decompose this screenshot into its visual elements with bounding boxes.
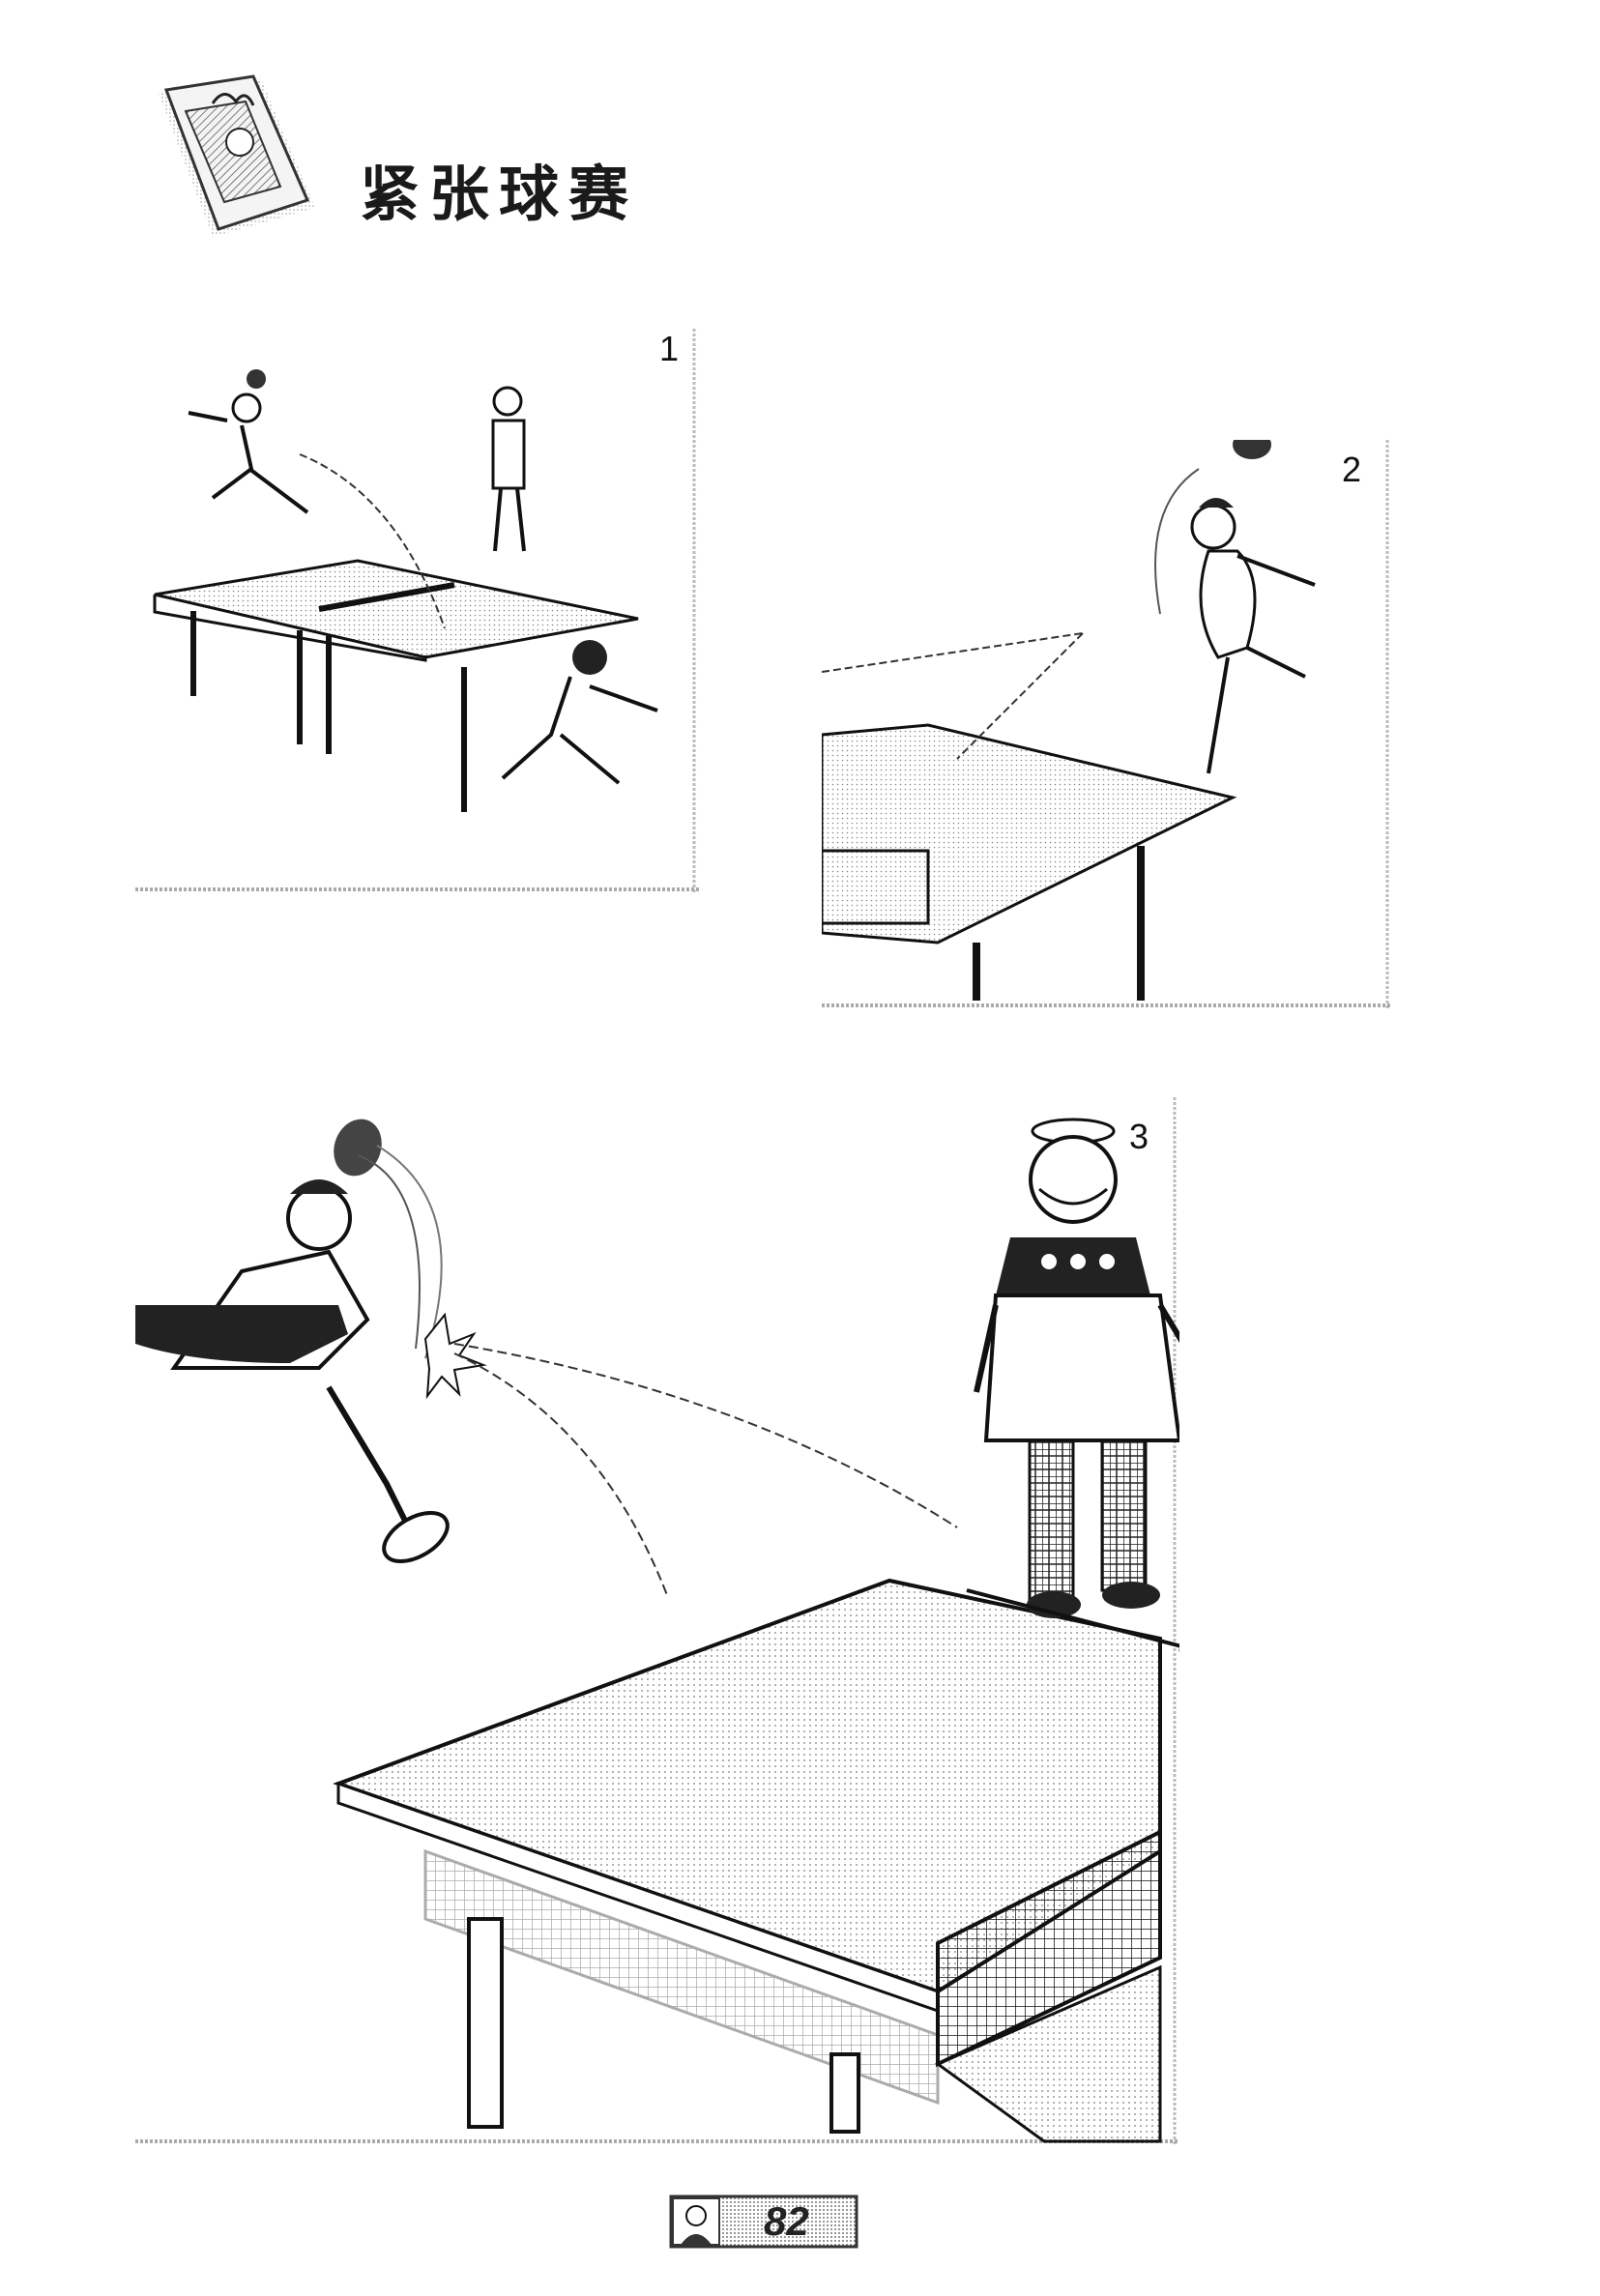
panel-1-illustration	[135, 329, 701, 894]
comic-panel-3: 3	[135, 1097, 1179, 2146]
panel-2-illustration	[822, 440, 1392, 1010]
page-badge-background	[669, 2194, 858, 2249]
page-number-badge: 82	[667, 2193, 860, 2252]
panel-number-2: 2	[1341, 450, 1361, 489]
comic-panel-1: 1	[135, 329, 706, 894]
panel-number-3: 3	[1128, 1117, 1149, 1156]
chapter-card-icon	[145, 73, 338, 266]
panel-number-1: 1	[658, 329, 679, 368]
comic-panel-2: 2	[822, 440, 1392, 1010]
page-title: 紧张球赛	[360, 159, 639, 229]
panel-3-illustration	[135, 1097, 1179, 2146]
page-number: 82	[764, 2198, 809, 2244]
